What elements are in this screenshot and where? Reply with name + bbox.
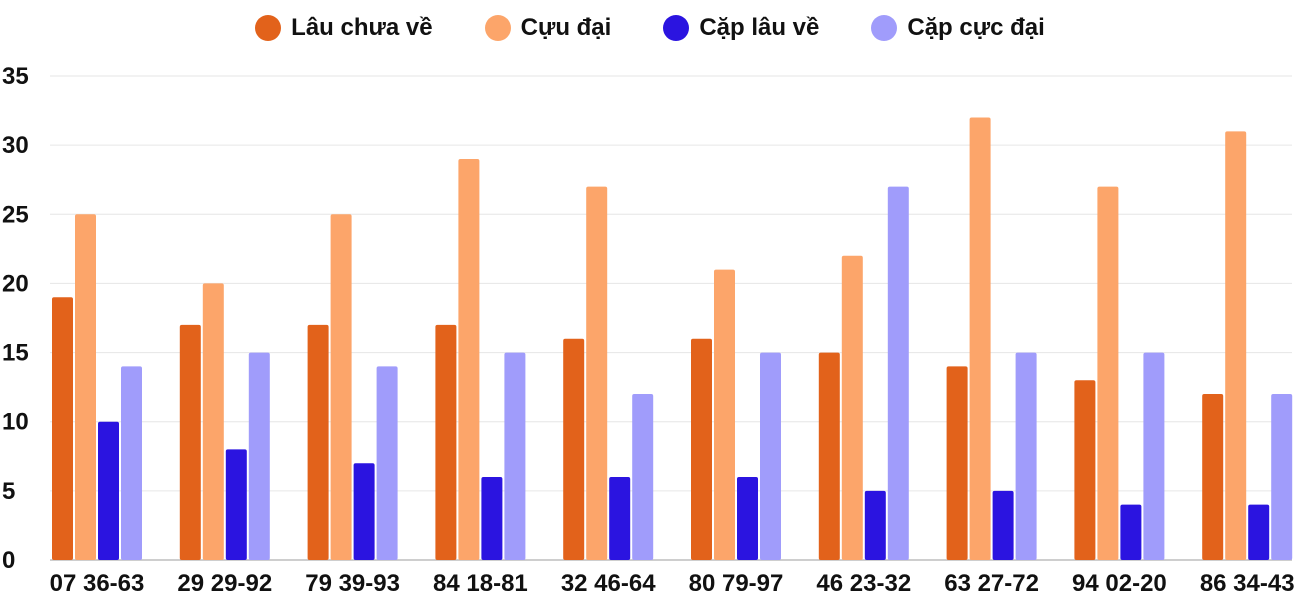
bar-cap-lau-ve[interactable] [353,463,375,560]
legend-item-cap-lau-ve[interactable]: Cặp lâu về [663,14,819,42]
x-tick-label: 79 39-93 [305,570,400,597]
bar-cuu-dai[interactable] [75,214,96,561]
x-tick-label: 29 29-92 [177,570,272,597]
x-tick-label: 86 34-43 [1200,570,1295,597]
bar-cuu-dai[interactable] [714,269,735,560]
bar-cap-cuc-dai[interactable] [1143,352,1165,560]
bar-cap-cuc-dai[interactable] [632,394,654,560]
y-tick-label: 15 [2,340,29,367]
legend-item-lau-chua-ve[interactable]: Lâu chưa về [255,14,433,42]
bar-cap-lau-ve[interactable] [1248,504,1270,560]
bar-lau-chua-ve[interactable] [563,338,585,560]
bar-cap-cuc-dai[interactable] [1015,352,1037,560]
bar-cap-lau-ve[interactable] [864,490,886,560]
bar-lau-chua-ve[interactable] [818,352,840,560]
y-axis: 0 5 10 15 20 25 30 35 [2,63,29,574]
y-tick-label: 25 [2,201,29,228]
x-tick-label: 07 36-63 [50,570,145,597]
bar-cap-lau-ve[interactable] [481,477,503,560]
bar-cap-cuc-dai[interactable] [376,366,398,560]
legend-swatch-cap-lau-ve [663,15,690,41]
bar-lau-chua-ve[interactable] [307,324,329,560]
bar-cuu-dai[interactable] [1097,186,1119,560]
y-tick-label: 30 [2,132,29,159]
legend: Lâu chưa về Cựu đại Cặp lâu về Cặp cực đ… [0,8,1300,48]
bar-cuu-dai[interactable] [841,255,863,560]
x-tick-label: 63 27-72 [944,570,1039,597]
bar-cuu-dai[interactable] [586,186,608,560]
legend-label: Lâu chưa về [291,14,433,41]
x-tick-label: 80 79-97 [689,570,784,597]
legend-label: Cặp cực đại [907,14,1045,41]
bar-cap-cuc-dai[interactable] [248,352,270,560]
x-tick-label: 84 18-81 [433,570,528,597]
bar-cap-cuc-dai[interactable] [887,186,909,560]
bar-lau-chua-ve[interactable] [1074,380,1096,560]
bars-layer [52,117,1293,561]
y-tick-label: 0 [2,547,15,574]
bar-cuu-dai[interactable] [1225,131,1247,561]
x-tick-label: 46 23-32 [816,570,911,597]
legend-item-cap-cuc-dai[interactable]: Cặp cực đại [871,14,1045,42]
bar-cap-cuc-dai[interactable] [760,352,781,560]
x-axis: 07 36-63 29 29-92 79 39-93 84 18-81 32 46-64… [50,570,1295,597]
legend-swatch-cap-cuc-dai [871,15,898,41]
bar-cap-lau-ve[interactable] [737,477,758,560]
legend-label: Cựu đại [520,14,612,41]
x-tick-label: 32 46-64 [561,570,656,597]
bar-lau-chua-ve[interactable] [179,324,201,560]
y-tick-label: 10 [2,409,29,436]
bar-cap-lau-ve[interactable] [225,449,247,560]
y-tick-label: 20 [2,270,29,297]
y-tick-label: 35 [2,63,29,90]
x-tick-label: 94 02-20 [1072,570,1167,597]
bar-cap-lau-ve[interactable] [609,477,631,560]
bar-lau-chua-ve[interactable] [52,297,73,560]
bar-cap-cuc-dai[interactable] [504,352,526,560]
legend-label: Cặp lâu về [699,14,820,41]
bar-lau-chua-ve[interactable] [1202,394,1224,560]
legend-swatch-cuu-dai [484,15,511,41]
bar-cap-cuc-dai[interactable] [1271,394,1293,560]
bar-lau-chua-ve[interactable] [946,366,968,560]
bar-cuu-dai[interactable] [458,158,480,560]
legend-item-cuu-dai[interactable]: Cựu đại [484,14,612,42]
bar-cap-lau-ve[interactable] [1120,504,1142,560]
bar-cap-lau-ve[interactable] [992,490,1014,560]
bar-cuu-dai[interactable] [202,283,224,560]
bar-lau-chua-ve[interactable] [435,324,457,560]
bar-cap-cuc-dai[interactable] [121,366,142,560]
bar-lau-chua-ve[interactable] [691,338,712,560]
bar-cap-lau-ve[interactable] [98,421,119,560]
bar-cuu-dai[interactable] [969,117,991,560]
bar-cuu-dai[interactable] [330,214,352,561]
legend-swatch-lau-chua-ve [255,15,282,41]
y-tick-label: 5 [2,478,15,505]
